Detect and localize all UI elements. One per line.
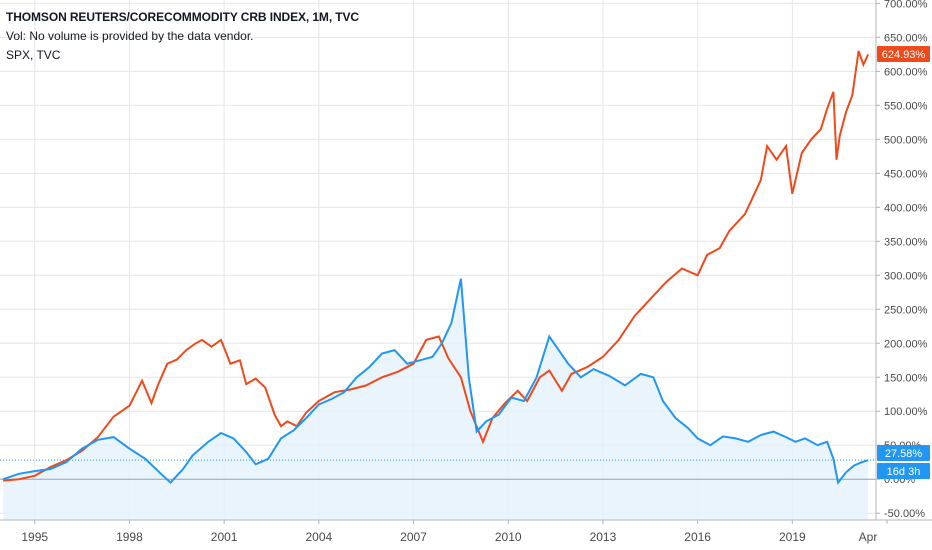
chart-legend: THOMSON REUTERS/CORECOMMODITY CRB INDEX,… bbox=[6, 8, 359, 65]
y-tick-label: 700.00% bbox=[884, 0, 928, 10]
y-tick-label: 150.00% bbox=[884, 372, 928, 384]
y-tick-label: 450.00% bbox=[884, 168, 928, 180]
spx-value-badge: 624.93% bbox=[877, 46, 930, 62]
y-tick-label: 200.00% bbox=[884, 338, 928, 350]
crb-value-label: 27.58% bbox=[885, 448, 923, 460]
x-tick-label: 1998 bbox=[116, 530, 143, 544]
crb-area-fill bbox=[3, 278, 869, 520]
x-tick-label: 2016 bbox=[684, 530, 711, 544]
x-tick-label: 1995 bbox=[21, 530, 48, 544]
y-tick-label: 500.00% bbox=[884, 134, 928, 146]
crb-value-badge: 27.58% bbox=[877, 445, 930, 461]
volume-note: Vol: No volume is provided by the data v… bbox=[6, 29, 254, 43]
crb-series-line[interactable] bbox=[2, 278, 869, 485]
spx-value-label: 624.93% bbox=[882, 49, 926, 61]
x-tick-label: 2010 bbox=[495, 530, 522, 544]
y-tick-label: 300.00% bbox=[884, 270, 928, 282]
x-tick-label: 2007 bbox=[400, 530, 427, 544]
y-tick-label: 650.00% bbox=[884, 32, 928, 44]
x-tick-label: 2001 bbox=[211, 530, 238, 544]
x-tick-label: Apr bbox=[859, 530, 878, 544]
countdown-badge: 16d 3h bbox=[877, 463, 930, 479]
time-axis[interactable]: 1995 1998 2001 2004 2007 2010 2013 2016 2019 Apr bbox=[21, 520, 888, 544]
y-tick-label: 600.00% bbox=[884, 66, 928, 78]
x-tick-label: 2019 bbox=[779, 530, 806, 544]
y-tick-label: 250.00% bbox=[884, 304, 928, 316]
y-tick-label: 350.00% bbox=[884, 236, 928, 248]
y-tick-label: 100.00% bbox=[884, 406, 928, 418]
y-tick-label: 400.00% bbox=[884, 202, 928, 214]
spx-series-line[interactable] bbox=[3, 50, 870, 482]
countdown-label: 16d 3h bbox=[887, 466, 921, 478]
y-tick-label: 550.00% bbox=[884, 100, 928, 112]
y-tick-label: -50.00% bbox=[884, 508, 925, 520]
compare-symbol[interactable]: SPX, TVC bbox=[6, 48, 61, 62]
x-tick-label: 2013 bbox=[590, 530, 617, 544]
chart-title[interactable]: THOMSON REUTERS/CORECOMMODITY CRB INDEX,… bbox=[6, 10, 359, 24]
x-tick-label: 2004 bbox=[305, 530, 332, 544]
